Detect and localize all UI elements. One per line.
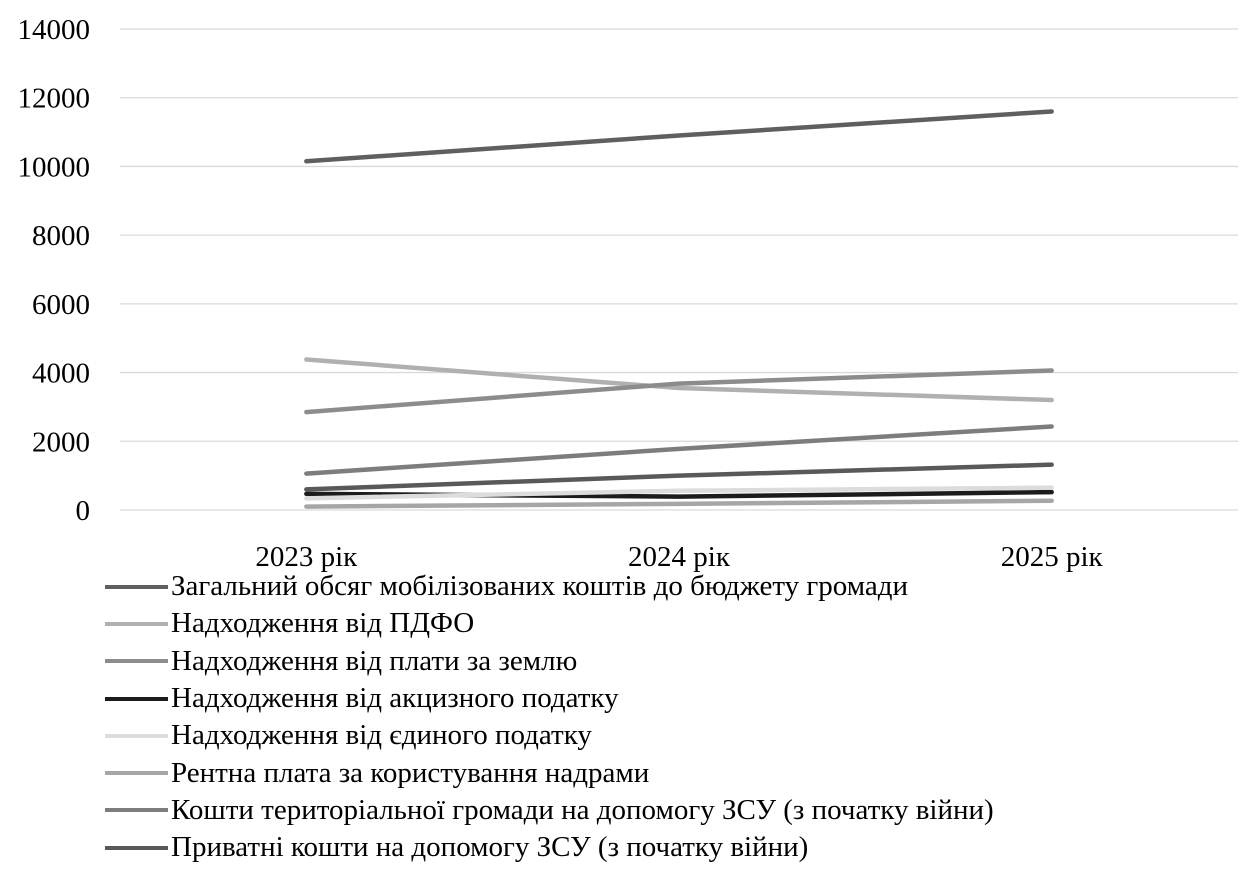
legend-label: Надходження від ПДФО: [171, 607, 475, 640]
y-tick-label: 10000: [18, 151, 91, 183]
legend-item: Надходження від ПДФО: [105, 605, 994, 642]
legend-item: Приватні кошти на допомогу ЗСУ (з початк…: [105, 829, 994, 866]
legend-label: Загальний обсяг мобілізованих коштів до …: [171, 570, 909, 603]
series-line-8: [304, 462, 1054, 492]
y-axis-ticks: 0 2000 4000 6000 8000 10000 12000 14000: [18, 14, 91, 527]
legend-label: Приватні кошти на допомогу ЗСУ (з початк…: [171, 831, 809, 864]
grid-lines: [120, 28, 1238, 511]
y-tick-label: 12000: [18, 83, 91, 115]
legend-swatch: [105, 845, 168, 850]
y-tick-label: 2000: [32, 426, 90, 458]
legend-swatch: [105, 696, 168, 701]
series-line-7: [304, 424, 1054, 476]
legend-label: Надходження від акцизного податку: [171, 682, 619, 715]
legend-item: Надходження від акцизного податку: [105, 680, 994, 717]
series-line-5: [304, 485, 1054, 501]
legend-swatch: [105, 771, 168, 776]
legend-label: Кошти територіальної громади на допомогу…: [171, 793, 994, 826]
y-tick-label: 14000: [18, 14, 91, 46]
y-tick-label: 4000: [32, 358, 90, 390]
y-tick-label: 8000: [32, 220, 90, 252]
series-lines: [304, 109, 1054, 509]
legend-item: Кошти територіальної громади на допомогу…: [105, 792, 994, 829]
x-tick-label: 2024 рік: [628, 541, 731, 573]
series-line-6: [304, 498, 1054, 509]
legend-swatch: [105, 733, 168, 738]
series-line-2: [304, 357, 1054, 403]
y-tick-label: 6000: [32, 289, 90, 321]
legend-label: Надходження від єдиного податку: [171, 719, 592, 752]
legend-item: Надходження від єдиного податку: [105, 717, 994, 754]
x-tick-label: 2025 рік: [1001, 541, 1104, 573]
legend-swatch: [105, 808, 168, 813]
legend-swatch: [105, 584, 168, 589]
y-tick-label: 0: [76, 495, 91, 527]
legend-item: Надходження від плати за землю: [105, 643, 994, 680]
series-line-3: [304, 368, 1054, 415]
x-axis-ticks: 2023 рік 2024 рік 2025 рік: [255, 541, 1103, 573]
legend-item: Рентна плата за користування надрами: [105, 754, 994, 791]
chart-legend: Загальний обсяг мобілізованих коштів до …: [105, 568, 994, 866]
x-tick-label: 2023 рік: [255, 541, 358, 573]
legend-label: Надходження від плати за землю: [171, 644, 578, 677]
series-line-1: [304, 109, 1054, 164]
legend-item: Загальний обсяг мобілізованих коштів до …: [105, 568, 994, 605]
legend-swatch: [105, 621, 168, 626]
legend-label: Рентна плата за користування надрами: [171, 756, 650, 789]
legend-swatch: [105, 659, 168, 664]
